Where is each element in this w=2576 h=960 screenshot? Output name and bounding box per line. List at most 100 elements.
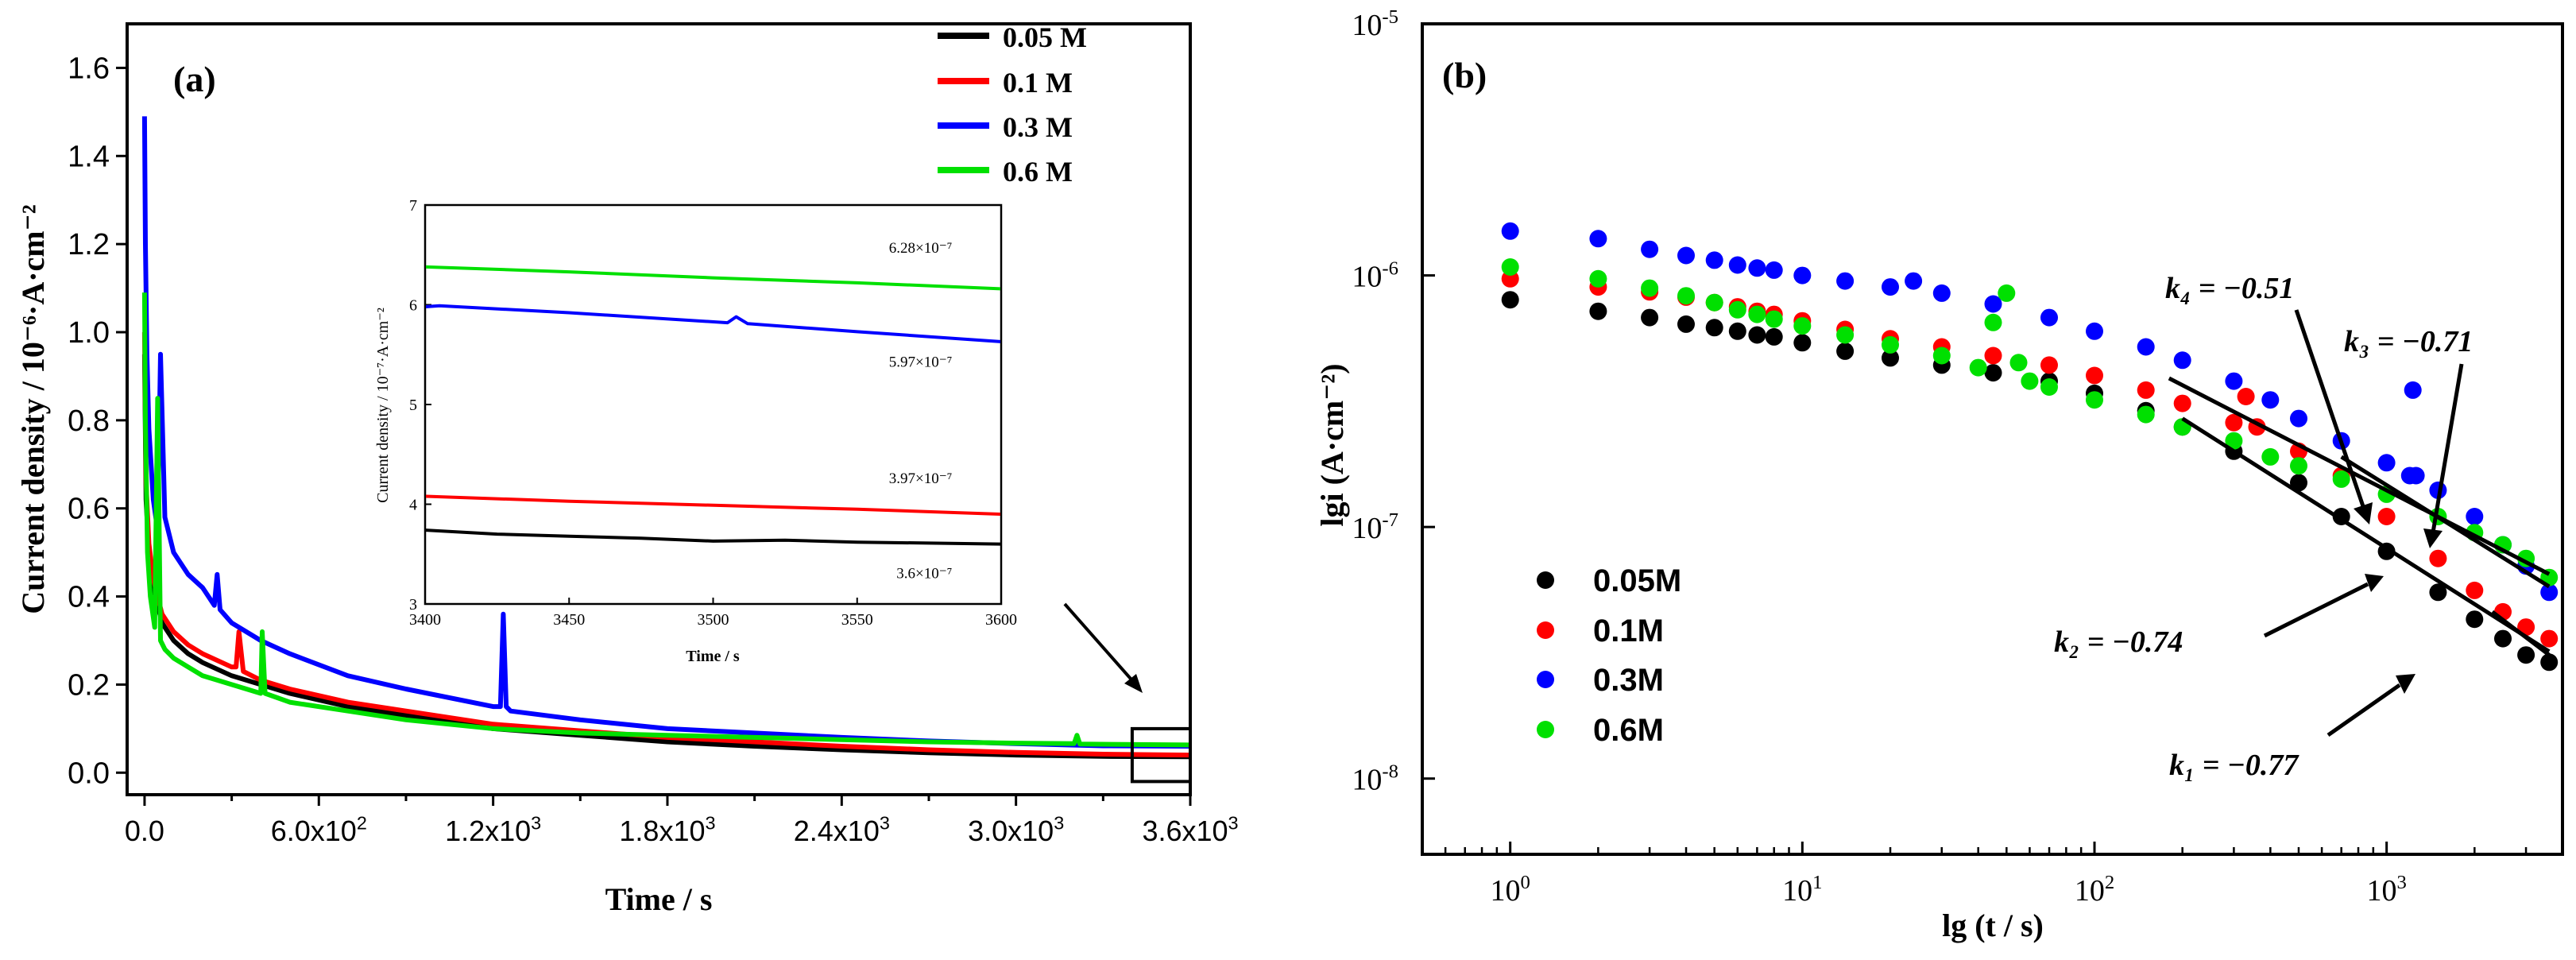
k1-arrow xyxy=(2327,683,2401,737)
point-0-1m xyxy=(2137,381,2155,399)
point-0-05m xyxy=(1836,342,1855,360)
point-0-05m xyxy=(1705,319,1723,337)
legend-label-0-05m-b: 0.05M xyxy=(1593,563,1681,598)
a-xtick-label: 6.0x102 xyxy=(271,813,367,847)
b-xtick-label: 101 xyxy=(1782,872,1822,908)
point-0-6m xyxy=(1705,293,1723,312)
a-xtick-label: 3.6x103 xyxy=(1142,813,1238,847)
inset-ytick-label: 4 xyxy=(409,497,417,514)
inset-xtick-label: 3450 xyxy=(553,611,585,629)
inset-series xyxy=(426,265,1000,546)
point-0-6m xyxy=(2261,447,2280,466)
point-0-6m xyxy=(2040,378,2058,396)
a-xtick-label: 3.0x103 xyxy=(968,813,1064,847)
a-ytick-label: 1.4 xyxy=(68,140,110,173)
legend-marker-0-6m xyxy=(1537,721,1554,738)
point-0-3m xyxy=(2173,351,2191,370)
panel-a: 0.0 6.0x102 1.2x103 1.8x103 2.4x103 3.0x103 3.… xyxy=(15,21,1239,917)
point-0-3m xyxy=(2086,322,2103,340)
inset-ytick-label: 5 xyxy=(409,397,417,414)
point-0-05m xyxy=(1589,302,1607,320)
slope-annotations: k₄ = −0.51 k₃ = −0.71 k₂ = −0.74 k₁ = −0… xyxy=(2054,272,2473,782)
point-0-05m xyxy=(1728,322,1746,340)
a-ytick-label: 1.6 xyxy=(68,52,110,85)
point-0-05m xyxy=(2429,583,2447,602)
point-0-3m xyxy=(2225,372,2243,390)
inset-ytick-label: 6 xyxy=(409,297,417,315)
point-0-6m xyxy=(2290,457,2307,475)
inset-ytick-label: 3 xyxy=(409,596,417,614)
point-0-6m xyxy=(1501,258,1519,276)
a-xtick-label: 1.8x103 xyxy=(619,813,715,847)
point-0-1m xyxy=(2429,549,2447,567)
point-0-6m xyxy=(1836,326,1855,344)
b-xtick-label: 100 xyxy=(1491,872,1530,908)
a-ytick-label: 0.8 xyxy=(68,405,110,438)
legend-label-0-1m-b: 0.1M xyxy=(1593,614,1664,648)
panel-a-series xyxy=(141,116,1189,760)
legend-label-0-3m: 0.3 M xyxy=(1003,111,1073,143)
point-0-3m xyxy=(1984,295,2002,313)
inset-annotation: 5.97×10⁻⁷ xyxy=(889,354,953,370)
point-0-6m xyxy=(2009,354,2028,372)
point-0-05m xyxy=(2494,629,2512,648)
point-0-1m xyxy=(2237,388,2255,405)
k4-arrow xyxy=(2294,309,2366,509)
point-0-3m xyxy=(2261,391,2280,409)
point-0-1m xyxy=(2040,356,2058,374)
point-0-3m xyxy=(2404,381,2422,399)
panel-a-legend: 0.05 M 0.1 M 0.3 M 0.6 M xyxy=(938,21,1087,188)
point-0-1m xyxy=(2540,629,2559,648)
point-0-1m xyxy=(2517,618,2535,637)
point-0-05m xyxy=(1882,349,1899,367)
inset-series-0-05-m xyxy=(426,528,1000,546)
a-ytick-label: 0.6 xyxy=(68,493,110,526)
panel-b: 100 101 102 103 10-8 10-7 10-6 10-5 (b) lg (t /… xyxy=(1314,6,2564,943)
panel-a-frame xyxy=(126,22,1192,796)
inset-xtick-label: 3600 xyxy=(985,611,1017,629)
inset-annotation: 3.97×10⁻⁷ xyxy=(889,470,953,487)
point-0-1m xyxy=(2086,366,2103,385)
k1-arrow-head xyxy=(2396,674,2415,694)
inset-xtick-label: 3500 xyxy=(698,611,729,629)
point-0-3m xyxy=(1765,261,1783,279)
zoom-arrow xyxy=(1063,602,1138,687)
b-ytick-label: 10-7 xyxy=(1352,509,1398,545)
panel-b-xlabel: lg (t / s) xyxy=(1942,908,2044,943)
point-0-3m xyxy=(2137,338,2155,356)
point-0-3m xyxy=(1677,246,1695,265)
panel-b-legend: 0.05M 0.1M 0.3M 0.6M xyxy=(1537,563,1681,748)
k3-arrow xyxy=(2431,363,2464,533)
point-0-6m xyxy=(1728,300,1746,319)
panel-b-series xyxy=(1501,222,2559,672)
point-0-6m xyxy=(1932,346,1951,365)
b-xtick-label: 102 xyxy=(2075,872,2114,908)
panel-a-ticks: 0.0 6.0x102 1.2x103 1.8x103 2.4x103 3.0x103 3.… xyxy=(68,52,1238,847)
inset-series-0-6-m xyxy=(426,265,1000,291)
point-0-3m xyxy=(1501,222,1519,240)
k4-arrow-head xyxy=(2354,502,2373,525)
point-0-05m xyxy=(2466,610,2484,629)
inset-xlabel: Time / s xyxy=(686,648,740,665)
panel-b-ticks: 100 101 102 103 10-8 10-7 10-6 10-5 xyxy=(1352,6,2528,908)
panel-a-xlabel: Time / s xyxy=(605,881,713,917)
legend-marker-0-1m xyxy=(1537,621,1554,639)
point-0-6m xyxy=(1641,279,1659,297)
legend-marker-0-05m xyxy=(1537,571,1554,589)
series-0-6-m xyxy=(141,292,1189,748)
panel-b-label: (b) xyxy=(1442,55,1487,95)
inset-series-0-3-m xyxy=(426,304,1000,343)
a-xtick-label: 2.4x103 xyxy=(794,813,890,847)
point-0-3m xyxy=(1905,272,1923,290)
inset-ticks: 3400 3450 3500 3550 3600 3 4 5 6 7 xyxy=(409,197,1017,629)
panel-b-fit-lines xyxy=(2168,376,2551,657)
point-0-6m xyxy=(1984,313,2002,331)
point-0-05m xyxy=(1793,334,1812,352)
a-xtick-label: 1.2x103 xyxy=(445,813,541,847)
point-0-05m xyxy=(1501,291,1519,309)
legend-label-0-05m: 0.05 M xyxy=(1003,21,1087,53)
b-ytick-label: 10-6 xyxy=(1352,257,1398,293)
point-0-1m xyxy=(2173,394,2191,412)
point-0-6m xyxy=(1677,287,1695,305)
